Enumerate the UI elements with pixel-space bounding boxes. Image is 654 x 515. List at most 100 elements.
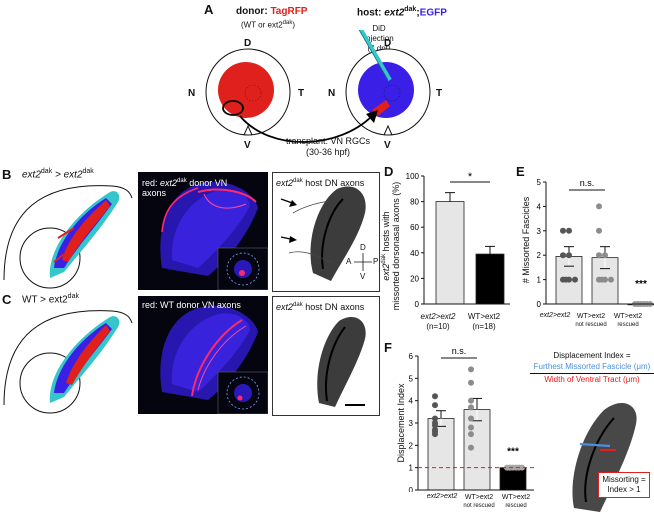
row-b-donor-axon-image: [138, 172, 268, 290]
donor-title: donor: TagRFP: [236, 6, 308, 17]
row-b-donor-caption: red: ext2dak donor VN axons: [142, 178, 228, 198]
panel-label-f: F: [384, 340, 392, 355]
host-eye-d: D: [384, 38, 392, 49]
row-c-donor-caption: red: WT donor VN axons: [142, 300, 241, 310]
y-tick-label: 80: [410, 198, 419, 207]
y-tick-label: 1: [409, 464, 414, 473]
host-eye-v: V: [384, 140, 391, 151]
y-tick-label: 40: [410, 249, 419, 258]
panel-label-d: D: [384, 164, 394, 179]
data-point: [468, 424, 474, 431]
y-tick-label: 5: [537, 178, 542, 187]
data-point: [432, 402, 438, 409]
y-tick-label: 0: [409, 486, 414, 492]
y-tick-label: 20: [410, 274, 419, 283]
chart-e-cat3: WT>ext2 rescued: [613, 313, 643, 328]
donor-lens: [218, 62, 274, 118]
row-c-donor-axon-image: [138, 296, 268, 414]
panel-label-b: B: [2, 167, 12, 182]
y-tick-label: 4: [537, 202, 542, 211]
panel-label-e: E: [516, 164, 525, 179]
host-eye-n: N: [328, 88, 336, 99]
wt-donor-axon-render: [160, 305, 268, 414]
data-point: [560, 227, 566, 234]
compass-a: A: [346, 257, 352, 266]
chart-e-cat1: ext2>ext2: [539, 312, 571, 319]
data-point: [563, 276, 569, 283]
chart-e: 0 1 2 3 4 5 n.s. ***: [537, 178, 654, 308]
data-point: [560, 252, 566, 259]
bar: [499, 467, 527, 491]
sig-label-rescued: ***: [635, 279, 647, 290]
y-tick-label: 1: [537, 276, 542, 285]
chart-f-cat3: WT>ext2 rescued: [501, 494, 531, 509]
transplant-arrow: [239, 113, 375, 143]
host-eye: [345, 48, 431, 136]
data-point: [599, 276, 605, 283]
donor-eye-t: T: [298, 88, 305, 99]
y-tick-label: 2: [409, 441, 414, 450]
panel-label-c: C: [2, 292, 12, 307]
data-point: [602, 252, 608, 259]
host-axon-render: [280, 186, 372, 281]
legend-numerator: Furthest Missorted Fascicle (μm): [530, 361, 654, 374]
displacement-example-image: [572, 402, 637, 512]
sig-label: n.s.: [580, 178, 595, 188]
row-c-tectum-schematic: [3, 310, 133, 414]
furthest-fascicle-line: [579, 442, 611, 448]
host-title: host: ext2dak;EGFP: [357, 6, 447, 19]
data-point: [432, 422, 438, 429]
y-tick-label: 100: [406, 172, 420, 181]
did-needle: [358, 30, 392, 81]
donor-axon-render: [160, 181, 268, 290]
did-injection-label: DiD injection (4 dpf): [364, 24, 394, 53]
data-point: [468, 431, 474, 438]
chart-d-ylabel: ext2dak hosts with missorted dorsonasal …: [381, 181, 401, 311]
row-c-host-caption: ext2dak host DN axons: [276, 302, 365, 312]
y-tick-label: 0: [415, 300, 420, 308]
data-point: [596, 227, 602, 234]
donor-eye-n: N: [188, 88, 196, 99]
chart-d-cat1: ext2>ext2 (n=10): [420, 312, 456, 331]
donor-vn-region: [222, 100, 244, 116]
y-tick-label: 5: [409, 374, 414, 383]
data-point: [468, 444, 474, 451]
missorting-box: Missorting = Index > 1: [598, 472, 650, 498]
data-point: [608, 276, 614, 283]
compass-d: D: [360, 243, 366, 252]
sig-label: *: [468, 171, 473, 183]
y-tick-label: 4: [409, 397, 414, 406]
sig-label-rescued: ***: [507, 446, 519, 457]
chart-f-cat1: ext2>ext2: [426, 493, 458, 500]
chart-e-cat2: WT>ext2 not rescued: [575, 313, 607, 328]
data-point: [596, 203, 602, 210]
compass-p: P: [373, 257, 379, 266]
bar: [435, 201, 465, 305]
data-point: [468, 366, 474, 373]
transplant-label: transplant: VN RGCs (30-36 hpf): [285, 136, 371, 157]
bar: [463, 409, 491, 491]
data-point: [572, 276, 578, 283]
displacement-legend: Displacement Index = Furthest Missorted …: [530, 350, 654, 385]
chart-f-cat2: WT>ext2 not rescued: [463, 494, 495, 509]
sig-label: n.s.: [452, 346, 467, 356]
row-b-host-caption: ext2dak host DN axons: [276, 178, 365, 188]
panel-label-a: A: [204, 2, 214, 17]
data-point: [468, 379, 474, 386]
data-point: [468, 404, 474, 411]
data-point: [566, 252, 572, 259]
host-egfp: EGFP: [419, 7, 447, 19]
data-point: [468, 415, 474, 422]
data-point: [432, 393, 438, 400]
donor-eye-v: V: [244, 140, 251, 151]
row-b-title: ext2dak > ext2dak: [22, 168, 94, 181]
compass: [354, 253, 372, 271]
legend-title: Displacement Index =: [553, 351, 631, 360]
host-eye-t: T: [436, 88, 443, 99]
host-lens: [358, 62, 414, 118]
data-point: [596, 252, 602, 259]
donor-subtitle: (WT or ext2dak): [241, 20, 295, 30]
compass-v: V: [360, 272, 366, 281]
row-b-host-axon-image: [272, 172, 380, 292]
bar: [427, 418, 455, 491]
